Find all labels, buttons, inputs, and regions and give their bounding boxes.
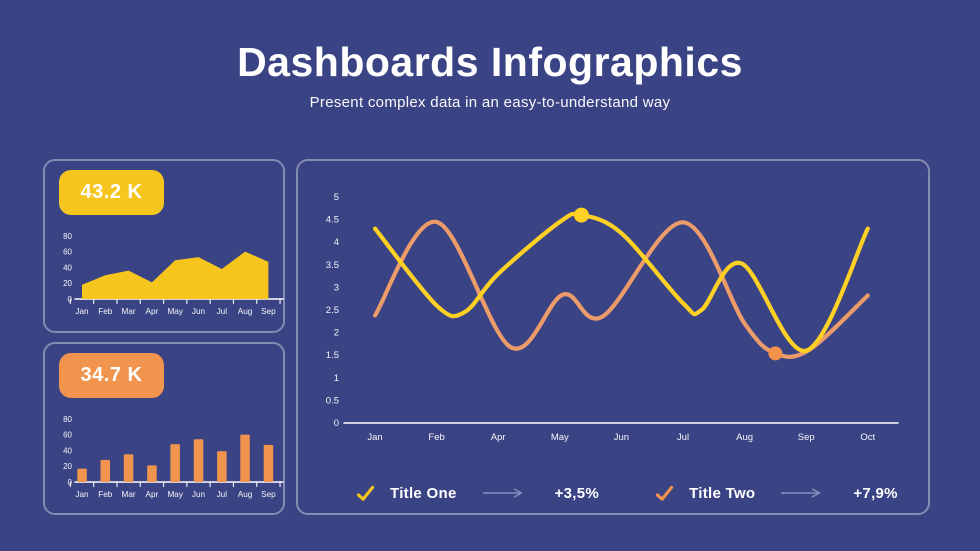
svg-text:Oct: Oct bbox=[860, 432, 875, 443]
svg-text:May: May bbox=[551, 432, 569, 443]
svg-text:Jul: Jul bbox=[677, 432, 689, 443]
svg-text:0.5: 0.5 bbox=[326, 395, 339, 406]
svg-text:2.5: 2.5 bbox=[326, 305, 339, 316]
svg-text:20: 20 bbox=[63, 279, 72, 288]
svg-text:20: 20 bbox=[63, 462, 72, 471]
svg-text:80: 80 bbox=[63, 232, 72, 241]
svg-text:Feb: Feb bbox=[98, 307, 113, 316]
svg-text:Jun: Jun bbox=[192, 490, 206, 499]
svg-text:40: 40 bbox=[63, 446, 72, 455]
svg-text:4.5: 4.5 bbox=[326, 215, 339, 226]
svg-text:Aug: Aug bbox=[238, 307, 253, 316]
area-chart-card: 43.2 K 020406080JanFebMarAprMayJunJulAug… bbox=[43, 159, 285, 333]
checkmark-yellow-icon bbox=[356, 485, 375, 501]
svg-text:0: 0 bbox=[334, 418, 339, 429]
svg-text:Apr: Apr bbox=[491, 432, 506, 443]
svg-text:Jun: Jun bbox=[192, 307, 206, 316]
svg-text:4: 4 bbox=[334, 237, 339, 248]
svg-text:Sep: Sep bbox=[261, 307, 276, 316]
svg-text:3.5: 3.5 bbox=[326, 260, 339, 271]
svg-text:Feb: Feb bbox=[98, 490, 113, 499]
legend-label: Title Two bbox=[689, 484, 756, 502]
svg-text:Jul: Jul bbox=[217, 307, 228, 316]
svg-text:Feb: Feb bbox=[428, 432, 444, 443]
chart-legend: Title One +3,5% Title Two +7,9% bbox=[356, 477, 898, 509]
legend-item-title-one: Title One +3,5% bbox=[356, 485, 599, 502]
arrow-right-icon bbox=[781, 488, 821, 498]
svg-text:80: 80 bbox=[63, 415, 72, 424]
svg-text:Sep: Sep bbox=[798, 432, 815, 443]
svg-text:60: 60 bbox=[63, 248, 72, 257]
svg-text:Jan: Jan bbox=[367, 432, 382, 443]
line-chart-card: 0 0.5 1 1.5 2 2.5 3 3.5 4 4.5 5 Jan Feb Apr May Jun Jul A… bbox=[296, 159, 930, 515]
svg-text:Apr: Apr bbox=[146, 307, 159, 316]
legend-change-value: +3,5% bbox=[554, 484, 600, 502]
svg-text:Jun: Jun bbox=[614, 432, 629, 443]
legend-label: Title One bbox=[390, 484, 457, 502]
svg-text:2: 2 bbox=[334, 328, 339, 339]
checkmark-orange-icon bbox=[655, 485, 674, 501]
svg-text:1: 1 bbox=[334, 373, 339, 384]
bar-chart-card: 34.7 K 020406080JanFebMarAprMayJunJulAug… bbox=[43, 342, 285, 515]
page-subtitle: Present complex data in an easy-to-under… bbox=[309, 94, 671, 112]
svg-text:May: May bbox=[167, 307, 183, 316]
bar-mini-chart: 020406080JanFebMarAprMayJunJulAugSep bbox=[63, 415, 284, 499]
svg-text:May: May bbox=[167, 490, 183, 499]
svg-text:60: 60 bbox=[63, 431, 72, 440]
svg-text:Mar: Mar bbox=[122, 490, 136, 499]
area-mini-chart: 020406080JanFebMarAprMayJunJulAugSep bbox=[63, 232, 284, 316]
svg-text:40: 40 bbox=[63, 263, 72, 272]
svg-text:Jan: Jan bbox=[75, 307, 89, 316]
page-title: Dashboards Infographics bbox=[237, 39, 743, 85]
svg-text:Mar: Mar bbox=[122, 307, 136, 316]
legend-item-title-two: Title Two +7,9% bbox=[655, 485, 898, 502]
line-chart: 0 0.5 1 1.5 2 2.5 3 3.5 4 4.5 5 Jan Feb Apr May Jun Jul A… bbox=[326, 192, 899, 443]
svg-text:3: 3 bbox=[334, 282, 339, 293]
svg-text:1.5: 1.5 bbox=[326, 350, 339, 361]
svg-text:Jan: Jan bbox=[75, 490, 89, 499]
legend-change-value: +7,9% bbox=[853, 484, 898, 502]
svg-text:Sep: Sep bbox=[261, 490, 276, 499]
svg-text:Apr: Apr bbox=[146, 490, 159, 499]
svg-text:5: 5 bbox=[334, 192, 339, 203]
arrow-right-icon bbox=[482, 488, 522, 498]
page-header: Dashboards Infographics Present complex … bbox=[0, 0, 980, 111]
area-total-badge: 43.2 K bbox=[59, 170, 164, 215]
svg-text:Jul: Jul bbox=[217, 490, 228, 499]
bar-total-badge: 34.7 K bbox=[59, 353, 164, 398]
svg-text:Aug: Aug bbox=[238, 490, 253, 499]
svg-text:Aug: Aug bbox=[736, 432, 753, 443]
